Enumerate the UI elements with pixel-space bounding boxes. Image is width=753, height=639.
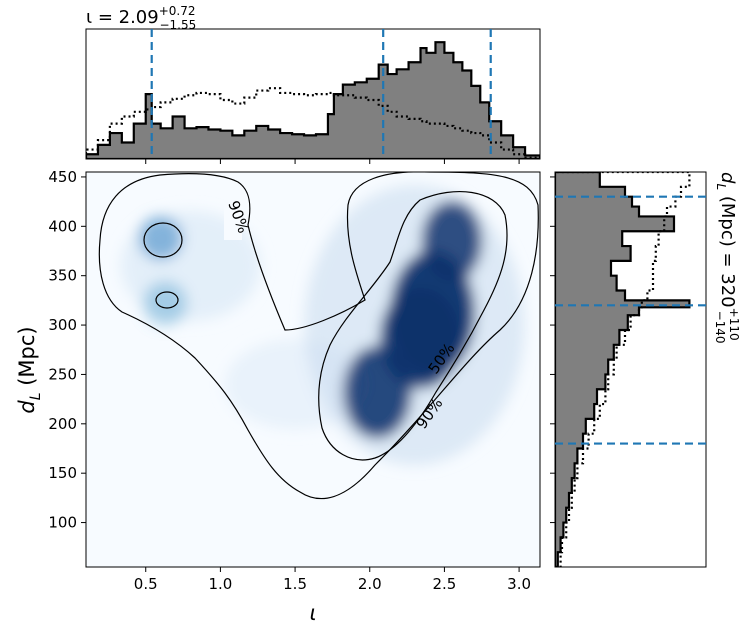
dL-title-var: d xyxy=(717,172,738,184)
contour-90-main xyxy=(98,172,539,500)
y-axis-label-var: d xyxy=(15,400,39,414)
density-blob-1-0 xyxy=(343,346,412,439)
iota-title: ι = 2.09+0.72 −1.55 xyxy=(86,4,196,32)
contour-50-main xyxy=(318,190,508,461)
density-heatmap xyxy=(120,185,525,466)
x-tick-label-3: 2.0 xyxy=(358,575,382,593)
main-axes-frame xyxy=(85,171,541,568)
y-axis-label: dL (Mpc) xyxy=(15,326,44,413)
y-tick-label-2: 200 xyxy=(48,415,77,433)
y-tick-label-4: 300 xyxy=(48,316,77,334)
x-tick-label-4: 2.5 xyxy=(432,575,456,593)
iota-title-sup: +0.72 xyxy=(159,4,196,18)
y-tick-label-1: 150 xyxy=(48,464,77,482)
dL-title-sup: +110 xyxy=(727,308,741,341)
y-tick-label-6: 400 xyxy=(48,217,77,235)
y-axis-label-sub: L xyxy=(28,392,44,400)
main-x-ticks: 0.5 1.0 1.5 2.0 2.5 3.0 xyxy=(134,567,531,593)
y-tick-label-0: 100 xyxy=(48,514,77,532)
y-tick-label-3: 250 xyxy=(48,365,77,383)
dL-histogram xyxy=(555,172,691,567)
top-marginal-iota: ι = 2.09+0.72 −1.55 xyxy=(85,4,541,164)
contours xyxy=(98,172,539,500)
dL-title-sub-var: L xyxy=(714,183,728,190)
right-marginal-dL: dL (Mpc) = 320+110−140 xyxy=(550,171,741,568)
dL-hist-solid xyxy=(555,172,691,567)
dL-title-sub: −140 xyxy=(713,311,727,344)
x-axis-label: ι xyxy=(309,601,316,625)
iota-hist-dotted xyxy=(86,87,540,159)
top-x-ticks xyxy=(145,159,520,164)
dL-title-middle: (Mpc) = 320 xyxy=(717,190,738,308)
iota-hist-solid xyxy=(86,41,540,159)
iota-histogram xyxy=(86,41,540,159)
iota-title-sub: −1.55 xyxy=(159,18,196,32)
x-tick-label-1: 1.0 xyxy=(208,575,232,593)
y-tick-label-7: 450 xyxy=(48,168,77,186)
contour-label-bg-top xyxy=(224,200,242,240)
main-y-ticks: 100 150 200 250 300 350 400 450 xyxy=(48,168,86,532)
iota-quantile-lines xyxy=(150,29,492,159)
density-blob-4-0 xyxy=(143,281,188,326)
density-blob-2-0 xyxy=(421,201,482,282)
iota-title-prefix: ι = 2.09 xyxy=(86,7,159,28)
dL-title: dL (Mpc) = 320+110−140 xyxy=(713,172,741,344)
y-axis-label-unit: (Mpc) xyxy=(15,326,39,392)
x-tick-label-0: 0.5 xyxy=(134,575,158,593)
x-tick-label-2: 1.5 xyxy=(283,575,307,593)
contour-50-small-lower xyxy=(155,291,179,309)
y-tick-label-5: 350 xyxy=(48,267,77,285)
right-y-ticks xyxy=(550,176,555,524)
x-tick-label-5: 3.0 xyxy=(507,575,531,593)
dL-hist-dotted xyxy=(555,172,691,567)
contour-50-small-upper xyxy=(143,222,183,258)
main-density-panel: 90% 50% 90% 0.5 1.0 1.5 2.0 2.5 3.0 100150200… xyxy=(15,168,541,625)
